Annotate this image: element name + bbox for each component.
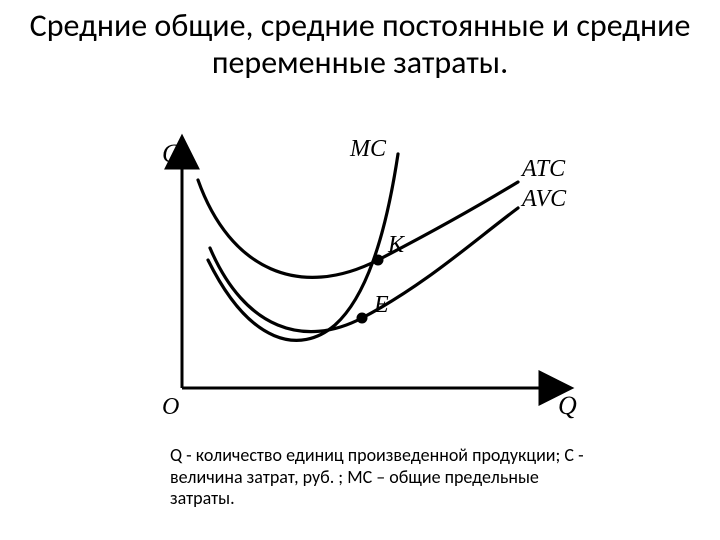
axis-label-c: C [162, 139, 180, 168]
point-e [357, 313, 368, 324]
avc-label: AVC [520, 186, 567, 212]
atc-label: ATC [520, 156, 566, 182]
point-k [373, 255, 384, 266]
axis-label-q: Q [558, 391, 577, 420]
cost-curves-chart: ATC AVC MC K E C O Q [140, 130, 580, 430]
point-k-label: K [387, 232, 406, 258]
mc-label: MC [349, 136, 387, 162]
slide-title: Средние общие, средние постоянные и сред… [0, 8, 720, 82]
axis-label-o: O [162, 394, 179, 420]
point-e-label: E [373, 292, 389, 318]
atc-curve [198, 180, 518, 277]
chart-caption: Q - количество единиц произведенной прод… [170, 445, 590, 510]
